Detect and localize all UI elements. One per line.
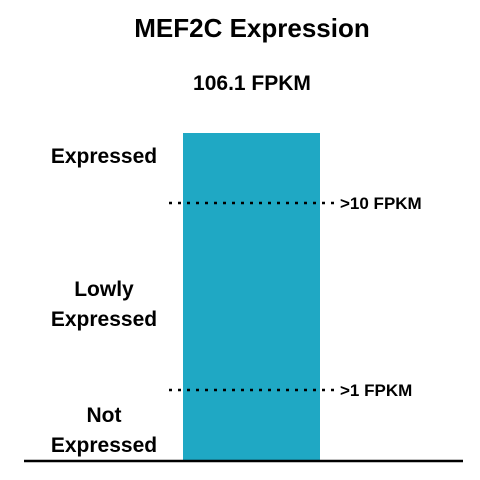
chart-title: MEF2C Expression: [134, 13, 370, 43]
threshold-label-10: >10 FPKM: [340, 194, 422, 213]
zone-label-lowly-line1: Lowly: [74, 278, 134, 301]
threshold-label-1: >1 FPKM: [340, 381, 412, 400]
zone-label-not-line2: Expressed: [51, 434, 157, 457]
zone-label-lowly-line2: Expressed: [51, 308, 157, 331]
zone-label-expressed: Expressed: [51, 145, 157, 168]
expression-bar: [183, 133, 320, 461]
zone-label-not-line1: Not: [87, 404, 122, 427]
value-label: 106.1 FPKM: [193, 72, 311, 95]
